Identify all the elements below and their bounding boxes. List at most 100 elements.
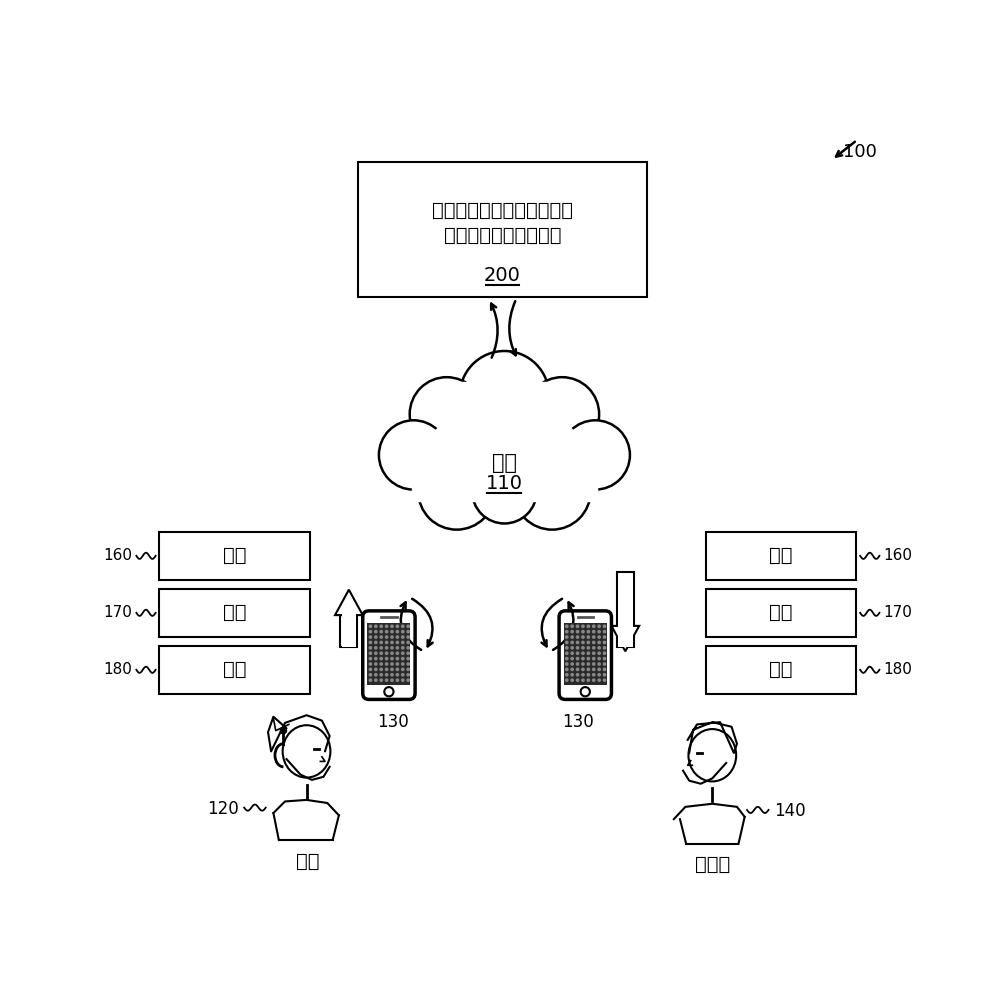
Text: 180: 180 bbox=[104, 662, 133, 677]
Circle shape bbox=[391, 657, 393, 660]
Circle shape bbox=[396, 625, 399, 627]
Circle shape bbox=[396, 663, 399, 665]
Text: 网络: 网络 bbox=[492, 453, 516, 473]
Text: 130: 130 bbox=[561, 713, 593, 731]
Text: 呼叫: 呼叫 bbox=[222, 603, 246, 622]
Circle shape bbox=[386, 679, 388, 681]
Circle shape bbox=[380, 663, 383, 665]
Bar bbox=[160, 589, 310, 637]
Text: 消息收发、呼叫以及一触式: 消息收发、呼叫以及一触式 bbox=[432, 201, 573, 220]
Circle shape bbox=[407, 625, 410, 627]
Circle shape bbox=[369, 636, 372, 638]
Circle shape bbox=[460, 351, 549, 440]
Polygon shape bbox=[335, 590, 363, 615]
Circle shape bbox=[571, 668, 573, 671]
Circle shape bbox=[582, 652, 584, 654]
Text: 170: 170 bbox=[104, 605, 133, 620]
Circle shape bbox=[396, 631, 399, 633]
Circle shape bbox=[386, 674, 388, 676]
Circle shape bbox=[582, 625, 584, 627]
Circle shape bbox=[369, 647, 372, 649]
Circle shape bbox=[587, 674, 589, 676]
Ellipse shape bbox=[422, 411, 587, 499]
Circle shape bbox=[603, 631, 605, 633]
Circle shape bbox=[513, 453, 590, 530]
Circle shape bbox=[576, 631, 578, 633]
Circle shape bbox=[603, 674, 605, 676]
Circle shape bbox=[592, 679, 595, 681]
Circle shape bbox=[582, 674, 584, 676]
Circle shape bbox=[598, 657, 600, 660]
Text: 180: 180 bbox=[883, 662, 912, 677]
Circle shape bbox=[560, 420, 630, 490]
Text: 支付: 支付 bbox=[222, 660, 246, 679]
Text: 160: 160 bbox=[883, 548, 912, 563]
Circle shape bbox=[571, 652, 573, 654]
Circle shape bbox=[592, 657, 595, 660]
Circle shape bbox=[402, 668, 404, 671]
Circle shape bbox=[571, 641, 573, 644]
Circle shape bbox=[402, 625, 404, 627]
Circle shape bbox=[598, 625, 600, 627]
Circle shape bbox=[587, 641, 589, 644]
Circle shape bbox=[592, 668, 595, 671]
Circle shape bbox=[571, 631, 573, 633]
Circle shape bbox=[391, 652, 393, 654]
Circle shape bbox=[418, 453, 496, 530]
Bar bbox=[358, 162, 647, 297]
Circle shape bbox=[386, 631, 388, 633]
Circle shape bbox=[391, 679, 393, 681]
Circle shape bbox=[460, 351, 549, 440]
Circle shape bbox=[587, 679, 589, 681]
Circle shape bbox=[369, 674, 372, 676]
Circle shape bbox=[407, 636, 410, 638]
Circle shape bbox=[369, 652, 372, 654]
FancyBboxPatch shape bbox=[559, 611, 611, 699]
Circle shape bbox=[407, 652, 410, 654]
Circle shape bbox=[513, 453, 590, 530]
Circle shape bbox=[407, 679, 410, 681]
Circle shape bbox=[386, 652, 388, 654]
Circle shape bbox=[396, 668, 399, 671]
Circle shape bbox=[369, 657, 372, 660]
Circle shape bbox=[592, 674, 595, 676]
Circle shape bbox=[396, 674, 399, 676]
Circle shape bbox=[380, 636, 383, 638]
Circle shape bbox=[402, 657, 404, 660]
Circle shape bbox=[396, 636, 399, 638]
Circle shape bbox=[402, 663, 404, 665]
Circle shape bbox=[410, 377, 484, 451]
Circle shape bbox=[396, 679, 399, 681]
Circle shape bbox=[565, 647, 568, 649]
Circle shape bbox=[402, 679, 404, 681]
Circle shape bbox=[565, 641, 568, 644]
Ellipse shape bbox=[689, 729, 736, 781]
Circle shape bbox=[396, 647, 399, 649]
Bar bbox=[340, 615, 357, 647]
Text: 和一次扫描式支付系统: 和一次扫描式支付系统 bbox=[444, 226, 561, 245]
Text: 用户: 用户 bbox=[296, 852, 320, 870]
Circle shape bbox=[576, 625, 578, 627]
Circle shape bbox=[407, 674, 410, 676]
Circle shape bbox=[472, 459, 536, 523]
Circle shape bbox=[571, 663, 573, 665]
Text: 160: 160 bbox=[104, 548, 133, 563]
Circle shape bbox=[369, 641, 372, 644]
Circle shape bbox=[391, 636, 393, 638]
Circle shape bbox=[598, 641, 600, 644]
Circle shape bbox=[587, 636, 589, 638]
Circle shape bbox=[386, 636, 388, 638]
Circle shape bbox=[592, 636, 595, 638]
Circle shape bbox=[571, 636, 573, 638]
Circle shape bbox=[603, 636, 605, 638]
Circle shape bbox=[603, 668, 605, 671]
Circle shape bbox=[369, 668, 372, 671]
Circle shape bbox=[386, 668, 388, 671]
Circle shape bbox=[407, 647, 410, 649]
Circle shape bbox=[576, 674, 578, 676]
Circle shape bbox=[380, 657, 383, 660]
Circle shape bbox=[587, 625, 589, 627]
Circle shape bbox=[375, 631, 377, 633]
Text: 110: 110 bbox=[486, 474, 522, 493]
Circle shape bbox=[587, 663, 589, 665]
